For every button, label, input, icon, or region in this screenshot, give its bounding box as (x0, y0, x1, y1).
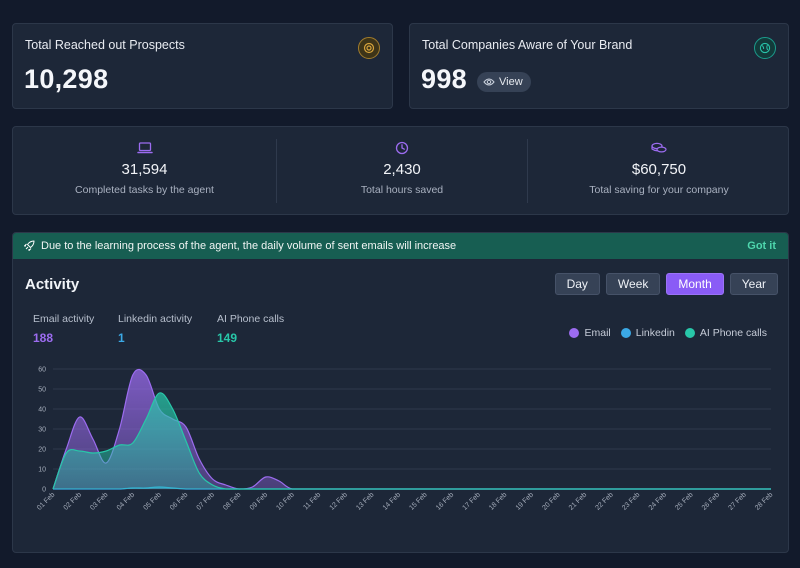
x-tick-label: 08 Feb (222, 491, 242, 511)
legend-label: Linkedin (635, 327, 675, 339)
info-banner: Due to the learning process of the agent… (13, 233, 788, 259)
line-phone-calls (52, 392, 771, 490)
x-tick-label: 09 Feb (249, 491, 269, 511)
tab-month[interactable]: Month (666, 273, 724, 295)
metric-phone-calls: AI Phone calls 149 (217, 313, 284, 345)
x-tick-label: 25 Feb (674, 491, 694, 511)
globe-icon (754, 37, 776, 59)
legend-dot (620, 328, 631, 338)
view-button-label: View (499, 76, 523, 88)
x-tick-label: 23 Feb (621, 491, 641, 511)
x-tick-label: 19 Feb (515, 491, 535, 511)
x-tick-label: 26 Feb (701, 491, 721, 511)
x-tick-label: 06 Feb (169, 491, 189, 511)
legend-item-email[interactable]: Email (569, 327, 611, 339)
area-phone-calls (53, 392, 771, 489)
x-tick-label: 21 Feb (568, 491, 588, 511)
view-button[interactable]: View (477, 72, 531, 92)
tab-day[interactable]: Day (554, 273, 600, 295)
y-tick-label: 20 (38, 447, 46, 454)
metric-label: Linkedin activity (118, 313, 193, 325)
rocket-icon (23, 240, 35, 252)
y-tick-label: 40 (38, 407, 46, 414)
x-tick-label: 02 Feb (63, 491, 83, 511)
stat-value: 2,430 (383, 161, 421, 178)
tab-year[interactable]: Year (729, 273, 778, 295)
stat-label: Total hours saved (360, 184, 444, 196)
y-tick-label: 30 (38, 427, 46, 434)
x-tick-label: 05 Feb (142, 491, 162, 511)
stat-label: Completed tasks by the agent (75, 184, 214, 196)
y-tick-label: 60 (38, 367, 46, 374)
x-tick-label: 04 Feb (116, 491, 136, 511)
prospects-title: Total Reached out Prospects (25, 38, 185, 52)
companies-card: Total Companies Aware of Your Brand 998 … (409, 23, 789, 109)
target-icon (358, 37, 380, 59)
activity-panel: Due to the learning process of the agent… (12, 232, 789, 553)
metric-label: AI Phone calls (217, 313, 285, 325)
x-tick-label: 01 Feb (36, 491, 56, 511)
companies-title: Total Companies Aware of Your Brand (422, 38, 633, 52)
got-it-button[interactable]: Got it (747, 240, 776, 252)
prospects-value: 10,298 (24, 64, 109, 94)
tab-week[interactable]: Week (605, 273, 661, 295)
clock-icon (395, 140, 409, 156)
x-tick-label: 10 Feb (275, 491, 295, 511)
stat-label: Total saving for your company (589, 184, 729, 196)
x-tick-label: 22 Feb (594, 491, 614, 511)
metric-label: Email activity (33, 313, 95, 325)
range-tabs: Day Week Month Year (554, 273, 778, 295)
legend-item-phone-calls[interactable]: AI Phone calls (684, 327, 767, 339)
eye-icon (483, 77, 495, 87)
metric-value: 149 (217, 331, 238, 345)
legend-item-linkedin[interactable]: Linkedin (620, 327, 675, 339)
activity-title: Activity (25, 276, 80, 293)
activity-chart: 0 10 20 30 40 50 60 01 Feb 02 Feb 03 Feb 04 Feb 05 … (36, 367, 774, 512)
legend-label: AI Phone calls (699, 327, 767, 339)
x-tick-label: 13 Feb (355, 491, 375, 511)
divider (527, 139, 528, 203)
y-tick-label: 50 (38, 387, 46, 394)
metric-value: 1 (118, 331, 125, 345)
banner-message: Due to the learning process of the agent… (41, 240, 457, 252)
coins-icon (650, 140, 668, 156)
x-tick-label: 15 Feb (408, 491, 428, 511)
x-tick-label: 17 Feb (462, 491, 482, 511)
prospects-card: Total Reached out Prospects 10,298 (12, 23, 393, 109)
x-tick-label: 28 Feb (754, 491, 774, 511)
chart-legend: Email Linkedin AI Phone calls (569, 327, 767, 339)
x-tick-label: 07 Feb (196, 491, 216, 511)
x-tick-label: 11 Feb (302, 491, 322, 511)
stat-value: 31,594 (121, 161, 168, 178)
x-tick-label: 18 Feb (488, 491, 508, 511)
metric-linkedin: Linkedin activity 1 (118, 313, 192, 345)
stat-completed-tasks: 31,594 Completed tasks by the agent (13, 127, 276, 216)
x-tick-label: 03 Feb (89, 491, 109, 511)
x-tick-label: 12 Feb (329, 491, 349, 511)
y-tick-label: 0 (42, 487, 46, 494)
companies-value: 998 (421, 64, 467, 94)
x-tick-label: 24 Feb (648, 491, 668, 511)
x-tick-label: 14 Feb (382, 491, 402, 511)
stat-value: $60,750 (631, 161, 687, 178)
y-tick-label: 10 (38, 467, 46, 474)
laptop-icon (136, 140, 153, 156)
metric-email: Email activity 188 (33, 313, 94, 345)
legend-dot (684, 328, 695, 338)
stat-total-saving: $60,750 Total saving for your company (528, 127, 790, 216)
stats-card: 31,594 Completed tasks by the agent 2,43… (12, 126, 789, 215)
metric-value: 188 (33, 331, 54, 345)
stat-hours-saved: 2,430 Total hours saved (277, 127, 527, 216)
legend-label: Email (584, 327, 611, 339)
x-tick-label: 16 Feb (435, 491, 455, 511)
x-tick-label: 20 Feb (541, 491, 561, 511)
divider (276, 139, 277, 203)
legend-dot (569, 328, 580, 338)
x-tick-label: 27 Feb (727, 491, 747, 511)
